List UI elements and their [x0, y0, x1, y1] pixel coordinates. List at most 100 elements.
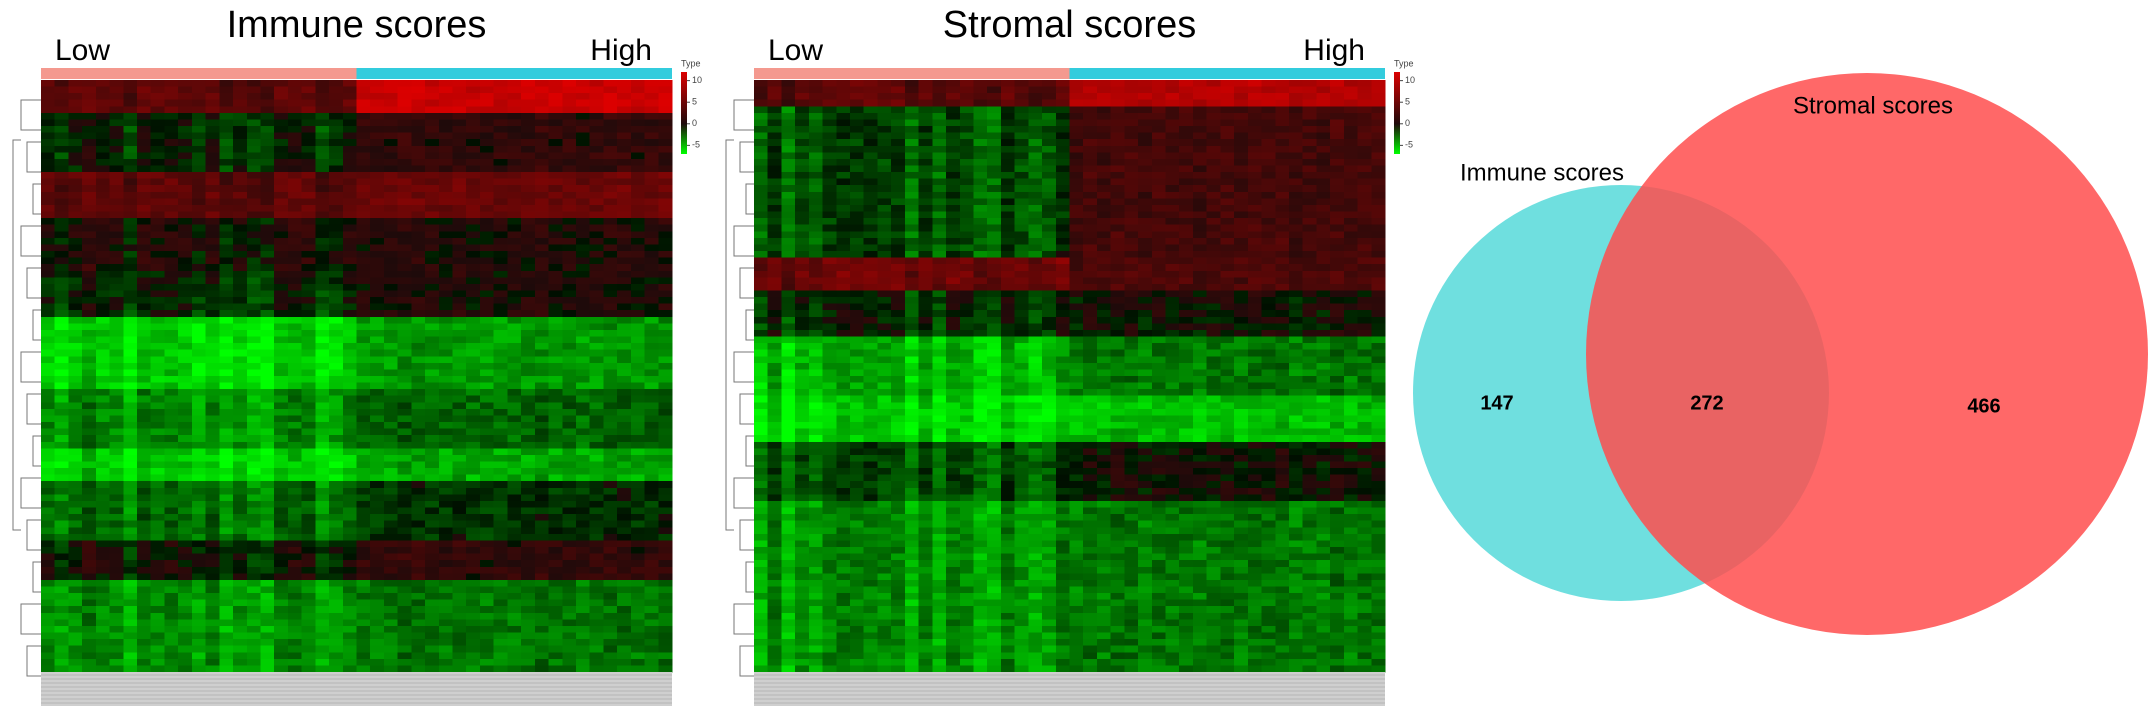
heatmap-cell: [603, 547, 618, 555]
heatmap-cell: [164, 303, 179, 311]
heatmap-cell: [918, 145, 933, 153]
heatmap-cell: [164, 376, 179, 384]
heatmap-cell: [260, 612, 275, 620]
heatmap-cell: [1000, 165, 1016, 173]
heatmap-cell: [479, 297, 495, 305]
heatmap-cell: [521, 231, 536, 239]
heatmap-cell: [904, 86, 920, 94]
heatmap-cell: [82, 500, 97, 509]
heatmap-cell: [795, 99, 810, 107]
heatmap-cell: [356, 448, 371, 456]
heatmap-cell: [370, 428, 385, 436]
heatmap-cell: [617, 422, 632, 430]
heatmap-cell: [315, 336, 330, 344]
heatmap-cell: [54, 119, 69, 127]
heatmap-cell: [383, 665, 399, 673]
heatmap-cell: [82, 237, 97, 245]
heatmap-cell: [1028, 119, 1043, 127]
heatmap-cell: [452, 658, 467, 666]
heatmap-cell: [301, 422, 316, 430]
dendrogram: [32, 309, 41, 341]
heatmap-cell: [548, 126, 563, 134]
heatmap-cell: [658, 474, 673, 482]
heatmap-cell: [589, 507, 604, 515]
heatmap-cell: [658, 178, 673, 186]
heatmap-cell: [54, 652, 69, 660]
heatmap-cell: [438, 514, 454, 522]
heatmap-cell: [109, 579, 124, 587]
heatmap-cell: [95, 323, 111, 331]
heatmap-cell: [1138, 158, 1153, 167]
heatmap-cell: [356, 329, 371, 338]
heatmap-cell: [617, 356, 632, 364]
heatmap-cell: [973, 172, 988, 180]
heatmap-cell: [356, 579, 371, 587]
heatmap-cell: [479, 112, 495, 120]
heatmap-cell: [397, 270, 412, 278]
heatmap-cell: [534, 441, 550, 449]
heatmap-cell: [178, 290, 193, 298]
heatmap-cell: [41, 112, 56, 120]
heatmap-cell: [438, 665, 454, 673]
heatmap-cell: [466, 487, 481, 495]
heatmap-cell: [82, 310, 97, 318]
heatmap-cell: [1192, 126, 1208, 134]
heatmap-cell: [411, 112, 426, 120]
heatmap-cell: [562, 639, 577, 647]
heatmap-cell: [589, 422, 604, 430]
heatmap-cell: [191, 540, 207, 548]
heatmap-cell: [123, 99, 138, 107]
heatmap-cell: [521, 428, 536, 436]
heatmap-cell: [534, 527, 550, 535]
heatmap-cell: [534, 514, 550, 522]
heatmap-cell: [123, 316, 138, 324]
heatmap-cell: [150, 106, 165, 114]
heatmap-cell: [219, 507, 234, 515]
heatmap-cell: [644, 533, 659, 541]
heatmap-cell: [205, 435, 220, 443]
heatmap-cell: [1042, 172, 1057, 180]
heatmap-cell: [1055, 172, 1070, 180]
heatmap-cell: [329, 132, 344, 140]
heatmap-cell: [137, 277, 152, 285]
heatmap-cell: [68, 422, 83, 430]
heatmap-cell: [137, 448, 152, 456]
heatmap-cell: [946, 132, 961, 140]
heatmap-cell: [493, 139, 508, 147]
heatmap-cell: [493, 645, 508, 653]
heatmap-cell: [603, 579, 618, 587]
heatmap-cell: [329, 461, 344, 469]
heatmap-cell: [1261, 119, 1276, 127]
heatmap-cell: [219, 99, 234, 107]
heatmap-cell: [630, 468, 646, 476]
heatmap-cell: [658, 343, 673, 351]
heatmap-cell: [219, 80, 234, 88]
dendrogram: [26, 141, 41, 173]
heatmap-cell: [41, 277, 56, 285]
heatmap-cell: [1124, 145, 1139, 153]
heatmap-cell: [219, 218, 234, 226]
heatmap-cell: [466, 448, 481, 456]
heatmap-cell: [109, 586, 124, 594]
heatmap-cell: [370, 408, 385, 416]
heatmap-cell: [1247, 158, 1263, 167]
heatmap-cell: [233, 336, 248, 344]
heatmap-cell: [1261, 145, 1276, 153]
heatmap-cell: [383, 106, 399, 114]
heatmap-cell: [617, 428, 632, 436]
heatmap-cell: [287, 336, 303, 344]
heatmap-cell: [191, 112, 207, 120]
heatmap-cell: [1000, 132, 1016, 140]
heatmap-cell: [767, 139, 782, 147]
heatmap-cell: [1371, 86, 1386, 94]
heatmap-cell: [507, 454, 522, 463]
heatmap-cell: [178, 264, 193, 272]
heatmap-cell: [164, 428, 179, 436]
heatmap-cell: [617, 349, 632, 357]
heatmap-cell: [205, 264, 220, 272]
heatmap-cell: [548, 336, 563, 344]
heatmap-cell: [644, 86, 659, 94]
heatmap-cell: [109, 395, 124, 403]
heatmap-cell: [452, 152, 467, 160]
heatmap-cell: [1220, 145, 1235, 153]
